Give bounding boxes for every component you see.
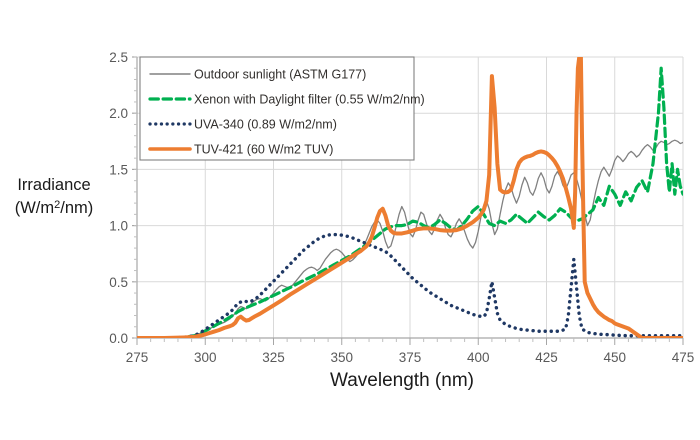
series-curve-3	[137, 57, 683, 338]
x-tick-label: 475	[672, 350, 695, 365]
legend-label-2: UVA-340 (0.89 W/m2/nm)	[194, 118, 337, 132]
y-tick-label: 1.0	[109, 219, 128, 234]
x-tick-label: 275	[126, 350, 149, 365]
legend: Outdoor sunlight (ASTM G177) Xenon with D…	[139, 56, 425, 161]
series-curve-1	[137, 66, 683, 338]
y-tick-label: 0.0	[109, 331, 128, 346]
tick-labels: 0.0 0.5 1.0 1.5 2.0 2.5 275 300 325 350 375 400 425 4…	[109, 50, 694, 365]
y-tick-label: 2.0	[109, 106, 128, 121]
x-tick-label: 300	[194, 350, 217, 365]
x-tick-label: 450	[603, 350, 626, 365]
x-tick-label: 325	[262, 350, 285, 365]
y-tick-label: 0.5	[109, 275, 128, 290]
legend-label-0: Outdoor sunlight (ASTM G177)	[194, 68, 366, 82]
series-curve-0	[137, 139, 683, 338]
x-tick-label: 350	[330, 350, 353, 365]
y-axis-title-line1: Irradiance	[17, 176, 90, 194]
legend-label-3: TUV-421 (60 W/m2 TUV)	[194, 143, 333, 157]
series-curve-2	[137, 232, 683, 338]
legend-label-1: Xenon with Daylight filter (0.55 W/m2/nm…	[194, 93, 425, 107]
x-axis-title: Wavelength (nm)	[330, 370, 474, 391]
x-tick-label: 425	[535, 350, 558, 365]
y-tick-label: 1.5	[109, 162, 128, 177]
axis-titles: Wavelength (nm) Irradiance (W/m2/nm)	[15, 176, 474, 391]
axis-ticks	[132, 56, 684, 345]
x-tick-label: 375	[399, 350, 422, 365]
y-axis-title-line2: (W/m2/nm)	[15, 199, 94, 217]
curves-group	[137, 57, 683, 338]
x-tick-label: 400	[467, 350, 490, 365]
y-tick-label: 2.5	[109, 50, 128, 65]
